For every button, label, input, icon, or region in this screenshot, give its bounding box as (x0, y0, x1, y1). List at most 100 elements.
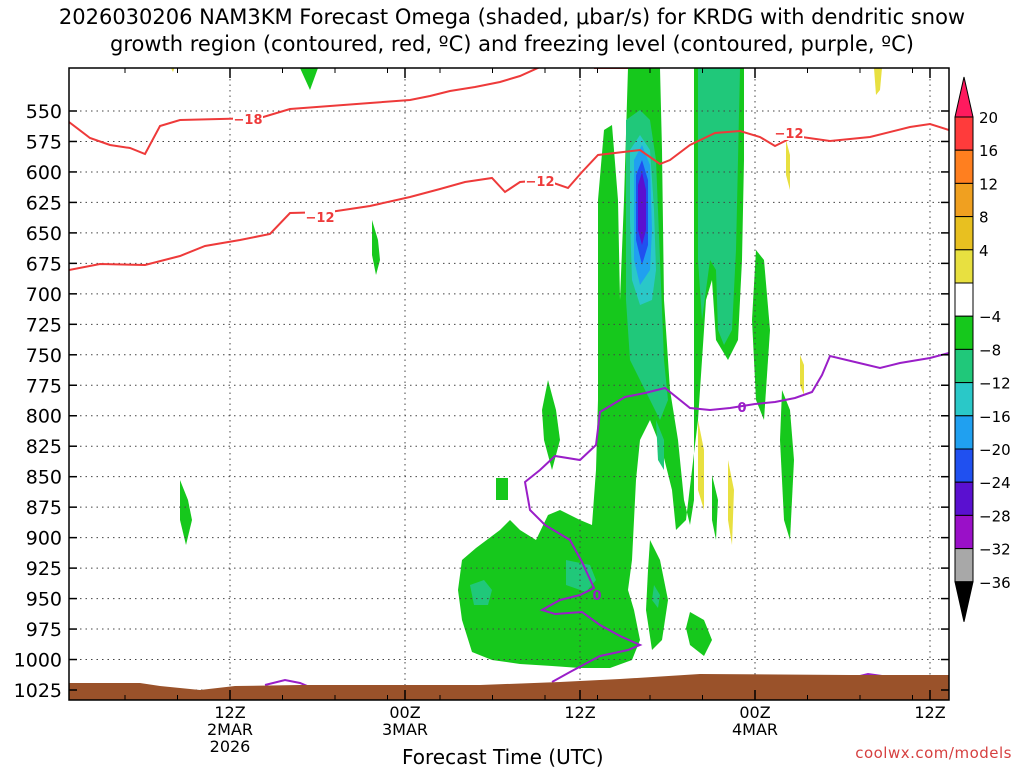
y-tick-label-1025: 1025 (14, 680, 62, 702)
label-freezing-a: 0 (737, 401, 746, 416)
x-tick-label-3-1: 00Z (739, 703, 770, 722)
omega-area-small-7 (780, 390, 794, 540)
gridlines (69, 68, 949, 700)
label-bg-m12-c (774, 126, 804, 140)
y-tick-label-875: 875 (26, 497, 62, 519)
credit-text: coolwx.com/models (855, 744, 1012, 762)
omega-area-small-4 (542, 380, 560, 470)
label-freezing-b: 0 (592, 589, 601, 604)
x-tick-label-1-2: 3MAR (382, 720, 428, 739)
omega-area-yellow-2 (786, 140, 790, 190)
y-tick-label-600: 600 (26, 162, 62, 184)
y-tick-label-650: 650 (26, 223, 62, 245)
colorbar-label-2: 12 (979, 175, 998, 193)
colorbar-swatch-13 (954, 514, 974, 550)
colorbar-label-12: −32 (979, 541, 1011, 559)
omega-area-yellow-1 (874, 68, 882, 95)
colorbar-label-13: −36 (979, 574, 1011, 592)
colorbar-label-10: −24 (979, 474, 1011, 492)
colorbar-label-6: −8 (979, 341, 1001, 359)
omega-area-lg-5 (656, 420, 664, 470)
colorbar-label-9: −20 (979, 441, 1011, 459)
x-tick-label-0-1: 12Z (214, 703, 245, 722)
terrain-ground (69, 674, 949, 700)
y-tick-label-775: 775 (26, 375, 62, 397)
y-tick-label-975: 975 (26, 619, 62, 641)
colorbar-swatch-4 (954, 216, 974, 251)
omega-area-small-5 (496, 478, 508, 500)
omega-area-indigo-1 (638, 172, 646, 245)
colorbar-swatch-1 (954, 116, 974, 151)
title-line-1: 2026030206 NAM3KM Forecast Omega (shaded… (58, 5, 966, 29)
colorbar: 20 16 12 8 4 −4 −8 −12 −16 −20 −24 −28 −32 −36 (954, 76, 1011, 622)
omega-area-small-3 (180, 480, 192, 545)
colorbar-swatch-6 (954, 282, 974, 317)
omega-area-small-9 (686, 612, 712, 656)
y-tick-label-575: 575 (26, 131, 62, 153)
y-tick-label-825: 825 (26, 436, 62, 458)
plot-area (69, 68, 949, 700)
omega-area-main (458, 68, 744, 668)
colorbar-swatch-9 (954, 382, 974, 417)
omega-area-small-1 (300, 68, 318, 90)
label-bg-m12-b (525, 174, 555, 188)
label-dgz-minus12-b: −12 (526, 175, 555, 190)
colorbar-label-1: 16 (979, 142, 998, 160)
omega-area-lg-2 (698, 68, 740, 345)
colorbar-swatch-5 (954, 249, 974, 284)
y-tick-label-725: 725 (26, 314, 62, 336)
y-tick-label-550: 550 (26, 101, 62, 123)
colorbar-swatch-14 (954, 548, 974, 583)
plot-frame (68, 67, 950, 701)
y-tick-label-625: 625 (26, 192, 62, 214)
omega-area-lg-4 (566, 560, 596, 592)
freezing-line-main (523, 352, 949, 683)
omega-area-small-6 (752, 250, 770, 420)
y-tick-label-950: 950 (26, 589, 62, 611)
x-tick-label-0-2: 2MAR (207, 720, 253, 739)
omega-area-yellow-6 (171, 68, 175, 72)
x-tick-label-1-1: 00Z (389, 703, 420, 722)
y-tick-label-800: 800 (26, 406, 62, 428)
x-axis-label: Forecast Time (UTC) (402, 745, 604, 769)
label-dgz-minus18: −18 (234, 113, 263, 128)
y-tick-label-750: 750 (26, 345, 62, 367)
colorbar-bottom-arrow (954, 581, 974, 622)
omega-area-small-10 (712, 475, 718, 540)
contour-labels: −18 −12 −12 −12 0 0 (233, 112, 804, 604)
colorbar-swatch-10 (954, 415, 974, 450)
colorbar-top-arrow (954, 76, 974, 118)
y-axis: 550 575 600 625 650 675 700 725 750 775 800 825 850 8… (14, 101, 949, 702)
colorbar-label-11: −28 (979, 507, 1011, 525)
omega-shading-yellow (171, 68, 882, 545)
colorbar-swatch-7 (954, 315, 974, 350)
omega-area-small-2 (372, 220, 380, 275)
omega-area-lg-6 (652, 585, 660, 608)
omega-area-yellow-4 (728, 460, 734, 545)
dgz-contours (69, 68, 949, 271)
omega-shading-green (180, 68, 794, 668)
colorbar-swatch-12 (954, 481, 974, 516)
title-line-2: growth region (contoured, red, ºC) and f… (110, 32, 914, 56)
x-tick-label-0-3: 2026 (210, 737, 251, 756)
y-tick-label-675: 675 (26, 253, 62, 275)
colorbar-swatch-2 (954, 149, 974, 184)
omega-shading-indigo (638, 172, 646, 245)
chart-title: 2026030206 NAM3KM Forecast Omega (shaded… (0, 4, 1024, 58)
colorbar-swatch-3 (954, 182, 974, 218)
colorbar-label-7: −12 (979, 375, 1011, 393)
colorbar-label-4: 4 (979, 242, 989, 260)
y-tick-label-900: 900 (26, 528, 62, 550)
x-tick-label-2-1: 12Z (564, 703, 595, 722)
label-dgz-minus12-a: −12 (306, 211, 335, 226)
x-tick-label-4-1: 12Z (914, 703, 945, 722)
colorbar-swatch-8 (954, 348, 974, 384)
y-tick-label-1000: 1000 (14, 650, 62, 672)
x-tick-label-3-2: 4MAR (732, 720, 778, 739)
label-dgz-minus12-c: −12 (775, 127, 804, 142)
dgz-minus12-lower-contour (69, 122, 949, 271)
label-bg-m18 (233, 112, 263, 126)
colorbar-label-8: −16 (979, 408, 1011, 426)
